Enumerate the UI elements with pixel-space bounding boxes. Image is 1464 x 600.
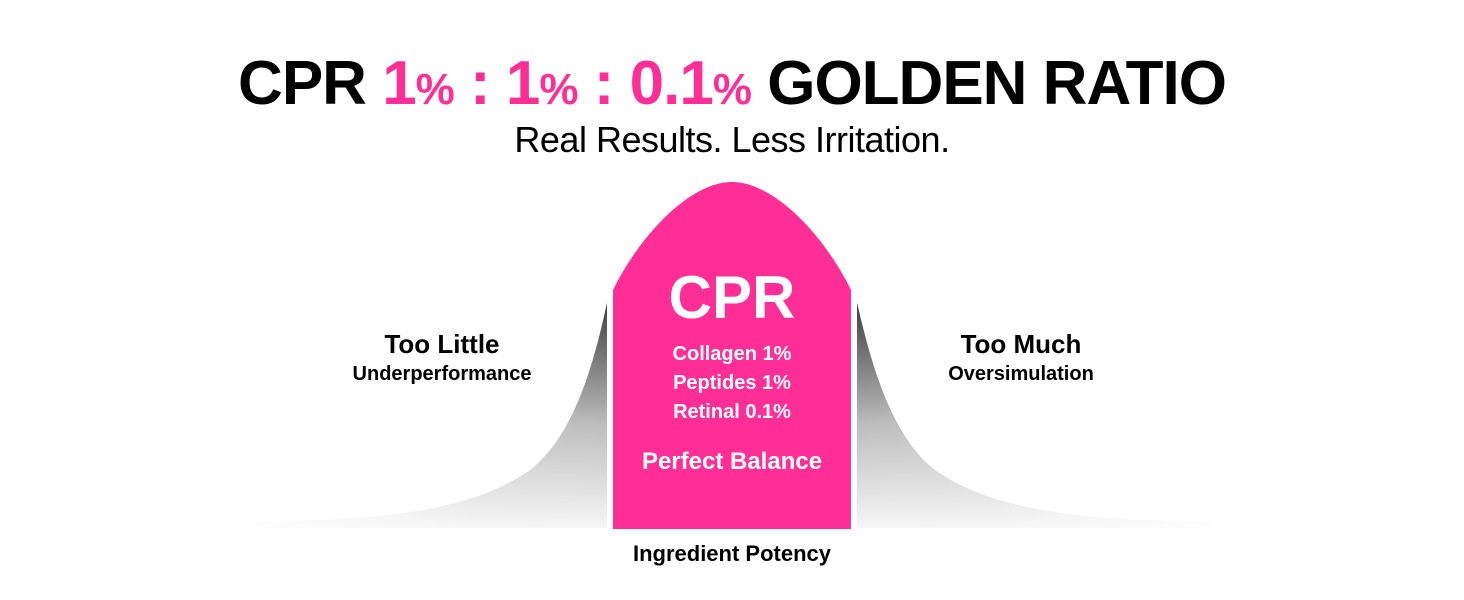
ingredient-collagen: Collagen 1%: [672, 343, 792, 365]
headline-suffix: GOLDEN RATIO: [767, 49, 1227, 118]
headline-prefix: CPR: [238, 49, 367, 118]
right-zone-label: Too Much Oversimulation: [891, 328, 1151, 388]
ratio-peptides: 1%: [505, 49, 579, 118]
right-tail-fade: [856, 298, 1210, 528]
center-caption: Perfect Balance: [641, 448, 823, 475]
left-tail-fade: [255, 298, 608, 528]
right-zone-title: Too Much: [960, 329, 1082, 359]
ratio-separator: :: [470, 49, 491, 118]
subheadline: Real Results. Less Irritation.: [514, 119, 950, 160]
ingredient-retinal: Retinal 0.1%: [673, 401, 791, 423]
ratio-separator: :: [593, 49, 615, 118]
ratio-collagen: 1%: [382, 49, 455, 118]
center-title: CPR: [668, 264, 796, 331]
left-zone-label: Too Little Underperformance: [312, 328, 572, 388]
right-zone-subtitle: Oversimulation: [948, 363, 1094, 385]
ingredient-peptides: Peptides 1%: [673, 372, 791, 394]
left-zone-subtitle: Underperformance: [352, 363, 532, 385]
headline: CPR 1% : 1% : 0.1% GOLDEN RATIO: [0, 48, 1464, 126]
axis-label: Ingredient Potency: [632, 541, 832, 566]
left-zone-title: Too Little: [384, 329, 500, 359]
ratio-retinal: 0.1%: [629, 49, 752, 118]
center-peak-region: [613, 182, 851, 529]
